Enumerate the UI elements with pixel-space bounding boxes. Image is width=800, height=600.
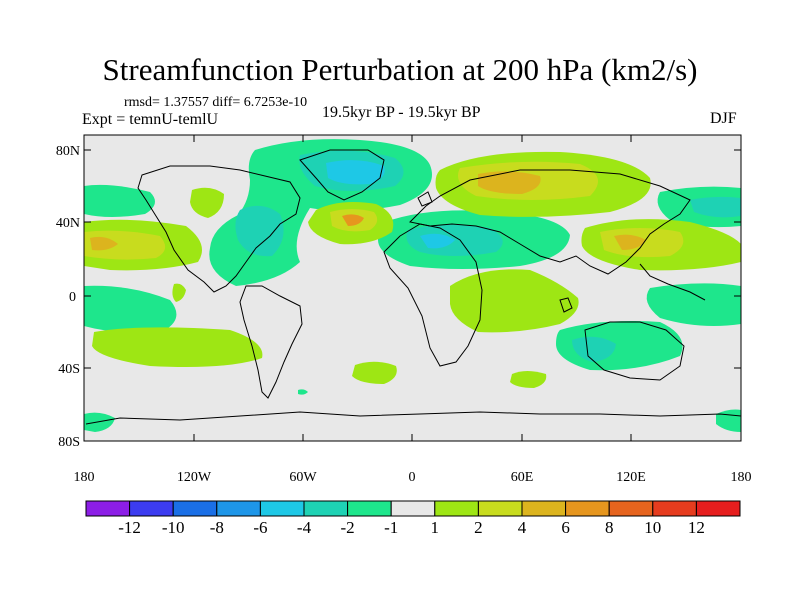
anomaly-south-atlantic-positive	[352, 361, 397, 384]
lon-tick-label: 0	[409, 470, 416, 485]
anomaly-mid-atlantic-core-positive	[342, 214, 364, 226]
colorbar-swatch	[129, 500, 174, 517]
colorbar-label: 8	[605, 518, 614, 537]
colorbar-labels: -12 -10 -8 -6 -4 -2 -1 1 2 4 6 8 10 12	[118, 518, 705, 537]
lon-tick-label: 120W	[177, 470, 212, 485]
colorbar-label: -10	[162, 518, 185, 537]
colorbar-label: -8	[210, 518, 224, 537]
lon-tick-label: 120E	[616, 470, 646, 485]
anomaly-south-indian-positive	[510, 371, 547, 388]
colorbar-swatch	[608, 500, 654, 517]
anomaly-south-atlantic-blip-negative	[298, 389, 308, 395]
anomaly-nw-pacific-core-negative	[690, 196, 741, 218]
colorbar	[85, 500, 741, 517]
map-title: Streamfunction Perturbation at 200 hPa (…	[102, 52, 698, 87]
anomaly-australia-core-negative	[572, 336, 616, 362]
anomaly-africa-indian-positive	[450, 269, 579, 333]
longitude-ticks	[83, 135, 742, 441]
anomaly-east-pacific-tropical-negative	[84, 285, 177, 333]
colorbar-label: 6	[561, 518, 570, 537]
colorbar-swatch	[390, 500, 436, 517]
lon-tick-label: 60E	[511, 470, 534, 485]
anomaly-south-pacific-positive	[92, 327, 263, 367]
anomaly-north-america-negative	[235, 205, 284, 257]
anomaly-dateline-north-negative	[84, 184, 155, 217]
anomaly-pacific-small-positive	[172, 283, 186, 302]
lat-tick-label: 0	[69, 290, 76, 305]
anomaly-east-asia-core-positive	[614, 234, 646, 250]
colorbar-label: 4	[518, 518, 527, 537]
lat-tick-label: 40S	[58, 362, 80, 377]
anomaly-west-pacific-tropical-negative	[646, 283, 741, 326]
colorbar-swatch	[695, 500, 741, 517]
colorbar-swatch	[85, 500, 131, 517]
experiment-label: Expt = temnU-temlU	[82, 111, 219, 128]
colorbar-swatch	[172, 500, 218, 517]
anomaly-north-atlantic-small-positive	[190, 187, 224, 218]
colorbar-swatch	[303, 500, 349, 517]
colorbar-label: -6	[253, 518, 267, 537]
lon-tick-label: 60W	[289, 470, 317, 485]
colorbar-label: 12	[688, 518, 705, 537]
streamfunction-field	[84, 135, 741, 441]
latitude-ticks	[84, 149, 741, 442]
coastlines	[85, 149, 741, 425]
anomaly-east-pacific-core-positive	[90, 236, 118, 251]
lon-tick-label: 180	[74, 470, 95, 485]
lat-tick-label: 80N	[56, 144, 80, 159]
lat-tick-label: 80S	[58, 435, 80, 450]
colorbar-swatch	[259, 500, 305, 517]
colorbar-label: 2	[474, 518, 483, 537]
period-label: 19.5kyr BP - 19.5kyr BP	[322, 104, 481, 121]
lon-tick-label: 180	[731, 470, 752, 485]
colorbar-swatch	[434, 500, 479, 517]
season-label: DJF	[710, 110, 737, 127]
colorbar-swatch	[216, 500, 261, 517]
colorbar-swatch	[521, 500, 567, 517]
colorbar-swatch	[652, 500, 697, 517]
anomaly-mediterranean-core-negative	[420, 233, 455, 249]
colorbar-swatch	[347, 500, 392, 517]
rmsd-diff-stats: rmsd= 1.37557 diff= 6.7253e-10	[124, 95, 308, 110]
colorbar-swatch	[477, 500, 523, 517]
colorbar-label: -2	[341, 518, 355, 537]
anomaly-greenland-negative	[326, 160, 385, 185]
anomaly-south-pacific-negative	[84, 412, 115, 432]
anomaly-eurasia-core-positive	[478, 171, 541, 194]
lat-tick-label: 40N	[56, 216, 80, 231]
colorbar-label: -4	[297, 518, 312, 537]
colorbar-label: 10	[644, 518, 661, 537]
colorbar-swatch	[565, 500, 610, 517]
colorbar-label: -12	[118, 518, 141, 537]
colorbar-label: -1	[384, 518, 398, 537]
colorbar-label: 1	[431, 518, 440, 537]
